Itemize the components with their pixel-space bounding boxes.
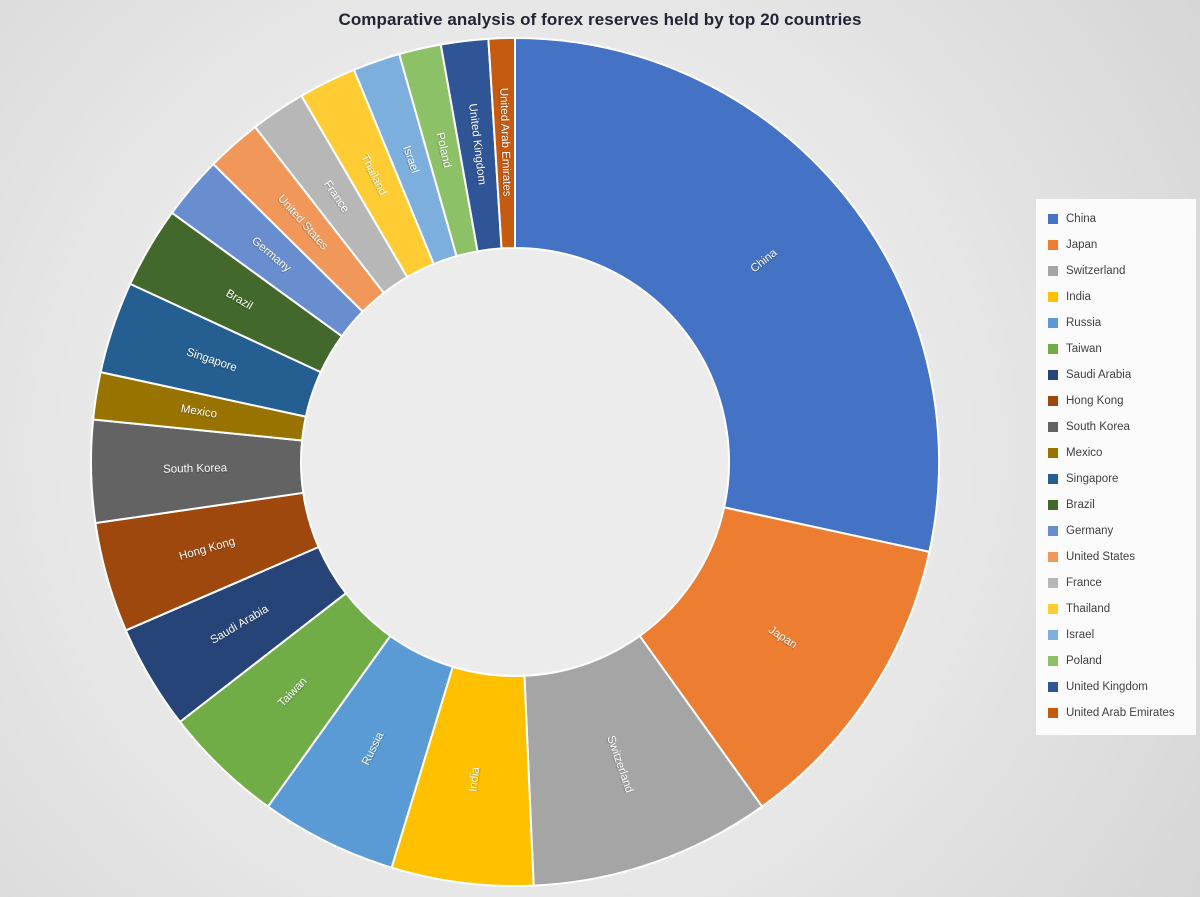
slice-label-mexico: Mexico [180,403,218,421]
legend-item-singapore: Singapore [1048,466,1192,492]
legend-item-india: India [1048,284,1192,310]
legend-item-brazil: Brazil [1048,492,1192,518]
legend-swatch-saudi-arabia [1048,370,1058,380]
legend-swatch-switzerland [1048,266,1058,276]
legend-item-saudi-arabia: Saudi Arabia [1048,362,1192,388]
legend-label-hong-kong: Hong Kong [1066,395,1124,407]
legend-item-united-kingdom: United Kingdom [1048,674,1192,700]
legend-item-south-korea: South Korea [1048,414,1192,440]
legend-swatch-taiwan [1048,344,1058,354]
legend-item-taiwan: Taiwan [1048,336,1192,362]
legend-item-poland: Poland [1048,648,1192,674]
slice-china [514,37,940,553]
legend-item-germany: Germany [1048,518,1192,544]
legend-swatch-united-states [1048,552,1058,562]
legend-swatch-india [1048,292,1058,302]
legend-label-israel: Israel [1066,629,1095,641]
legend-label-saudi-arabia: Saudi Arabia [1066,369,1132,381]
legend-label-germany: Germany [1066,525,1114,537]
legend-label-mexico: Mexico [1066,447,1103,459]
legend-swatch-germany [1048,526,1058,536]
legend-swatch-israel [1048,630,1058,640]
legend-label-taiwan: Taiwan [1066,343,1102,355]
legend-item-japan: Japan [1048,232,1192,258]
doughnut-hole [299,246,731,678]
legend-label-india: India [1066,291,1091,303]
legend-swatch-thailand [1048,604,1058,614]
chart-title: Comparative analysis of forex reserves h… [338,10,862,29]
legend-label-japan: Japan [1066,239,1098,251]
legend-label-switzerland: Switzerland [1066,265,1126,277]
legend-label-singapore: Singapore [1066,473,1119,485]
legend-item-hong-kong: Hong Kong [1048,388,1192,414]
legend-label-south-korea: South Korea [1066,421,1130,433]
legend-swatch-south-korea [1048,422,1058,432]
legend-item-united-states: United States [1048,544,1192,570]
legend-label-united-states: United States [1066,551,1136,563]
legend-swatch-hong-kong [1048,396,1058,406]
legend-swatch-brazil [1048,500,1058,510]
legend-label-china: China [1066,213,1097,225]
legend-label-thailand: Thailand [1066,603,1111,615]
legend-item-switzerland: Switzerland [1048,258,1192,284]
legend-swatch-poland [1048,656,1058,666]
legend-label-united-arab-emirates: United Arab Emirates [1066,707,1175,719]
legend-label-brazil: Brazil [1066,499,1095,511]
legend-swatch-mexico [1048,448,1058,458]
slice-japan [638,506,931,808]
legend-swatch-russia [1048,318,1058,328]
legend-swatch-japan [1048,240,1058,250]
legend-swatch-france [1048,578,1058,588]
legend-label-poland: Poland [1066,655,1102,667]
legend: China Japan Switzerland India Russia Taiwan Sa… [1036,199,1196,735]
slice-label-south-korea: South Korea [163,462,228,475]
legend-label-russia: Russia [1066,317,1102,329]
legend-label-united-kingdom: United Kingdom [1066,681,1148,693]
legend-item-mexico: Mexico [1048,440,1192,466]
legend-item-russia: Russia [1048,310,1192,336]
slice-united-arab-emirates [487,37,516,250]
legend-item-united-arab-emirates: United Arab Emirates [1048,700,1192,726]
legend-swatch-united-arab-emirates [1048,708,1058,718]
slice-label-india: India [467,766,482,793]
legend-item-thailand: Thailand [1048,596,1192,622]
legend-item-france: France [1048,570,1192,596]
legend-item-china: China [1048,206,1192,232]
legend-swatch-united-kingdom [1048,682,1058,692]
legend-label-france: France [1066,577,1102,589]
slice-label-united-arab-emirates: United Arab Emirates [497,88,512,197]
legend-swatch-singapore [1048,474,1058,484]
legend-swatch-china [1048,214,1058,224]
legend-item-israel: Israel [1048,622,1192,648]
